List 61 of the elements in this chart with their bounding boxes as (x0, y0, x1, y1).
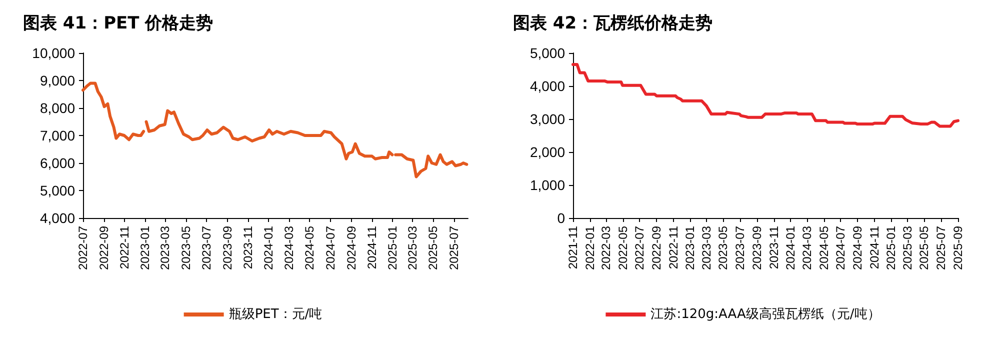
x-tick-label: 2024-07 (323, 226, 338, 270)
x-tick-label: 2025-05 (426, 226, 440, 270)
y-tick-label: 9,000 (40, 72, 76, 88)
y-tick-label: 5,000 (40, 182, 76, 198)
y-tick-label: 3,000 (530, 111, 566, 127)
x-tick-label: 2024-09 (850, 226, 865, 270)
x-tick-label: 2025-03 (406, 226, 420, 270)
chart-title: 图表 41：PET 价格走势 (23, 14, 214, 34)
x-tick-label: 2025-01 (386, 226, 400, 270)
x-tick-label: 2025-05 (917, 226, 932, 270)
x-tick-label: 2024-11 (364, 226, 379, 270)
y-tick-label: 4,000 (530, 78, 566, 94)
x-tick-label: 2024-01 (262, 226, 276, 270)
x-tick-label: 2023-01 (683, 226, 698, 270)
x-tick-label: 2023-01 (138, 226, 152, 270)
chart-title: 图表 42：瓦楞纸价格走势 (513, 14, 713, 34)
x-tick-label: 2023-11 (766, 226, 781, 270)
x-tick-label: 2022-11 (118, 226, 132, 270)
x-tick-label: 2023-05 (178, 226, 193, 270)
x-tick-label: 2023-09 (220, 226, 234, 270)
x-tick-label: 2023-07 (732, 226, 747, 270)
x-tick-label: 2022-07 (76, 226, 90, 270)
y-tick-label: 0 (557, 210, 566, 226)
x-tick-label: 2022-01 (582, 226, 597, 270)
x-tick-label: 2022-05 (616, 226, 630, 270)
x-tick-label: 2024-05 (302, 226, 317, 270)
x-tick-label: 2022-07 (632, 226, 647, 270)
y-tick-label: 1,000 (530, 177, 566, 193)
x-tick-label: 2023-03 (699, 226, 714, 270)
y-tick-label: 7,000 (40, 128, 76, 144)
line-series (572, 63, 960, 128)
x-tick-label: 2025-09 (951, 226, 965, 270)
x-tick-label: 2021-11 (566, 226, 580, 270)
x-tick-label: 2023-03 (158, 226, 172, 270)
x-tick-label: 2022-09 (96, 226, 111, 270)
x-tick-label: 2024-01 (784, 226, 798, 270)
x-tick-label: 2024-07 (834, 226, 848, 270)
x-tick-label: 2023-09 (750, 226, 764, 270)
x-tick-label: 2023-05 (716, 226, 730, 270)
x-tick-label: 2022-11 (666, 226, 680, 270)
x-tick-label: 2022-03 (599, 226, 613, 270)
y-tick-label: 5,000 (530, 45, 566, 61)
legend-label: 江苏:120g:AAA级高强瓦楞纸（元/吨） (650, 306, 880, 322)
y-tick-label: 6,000 (40, 155, 76, 171)
x-tick-label: 2025-01 (884, 226, 898, 270)
x-tick-label: 2025-07 (446, 226, 461, 270)
y-tick-label: 8,000 (40, 100, 76, 116)
legend-label: 瓶级PET：元/吨 (228, 307, 322, 322)
y-tick-label: 10,000 (32, 45, 76, 61)
x-tick-label: 2022-09 (650, 226, 664, 270)
x-tick-label: 2025-07 (934, 226, 948, 270)
x-tick-label: 2024-05 (816, 226, 831, 270)
y-tick-label: 4,000 (40, 210, 76, 226)
y-tick-label: 2,000 (530, 144, 566, 160)
x-tick-label: 2023-11 (241, 226, 256, 270)
x-tick-label: 2024-11 (867, 226, 882, 270)
x-tick-label: 2024-03 (800, 226, 814, 270)
x-tick-label: 2023-07 (199, 226, 214, 270)
x-tick-label: 2025-03 (900, 226, 914, 270)
x-tick-label: 2024-03 (282, 226, 296, 270)
x-tick-label: 2024-09 (344, 226, 358, 270)
